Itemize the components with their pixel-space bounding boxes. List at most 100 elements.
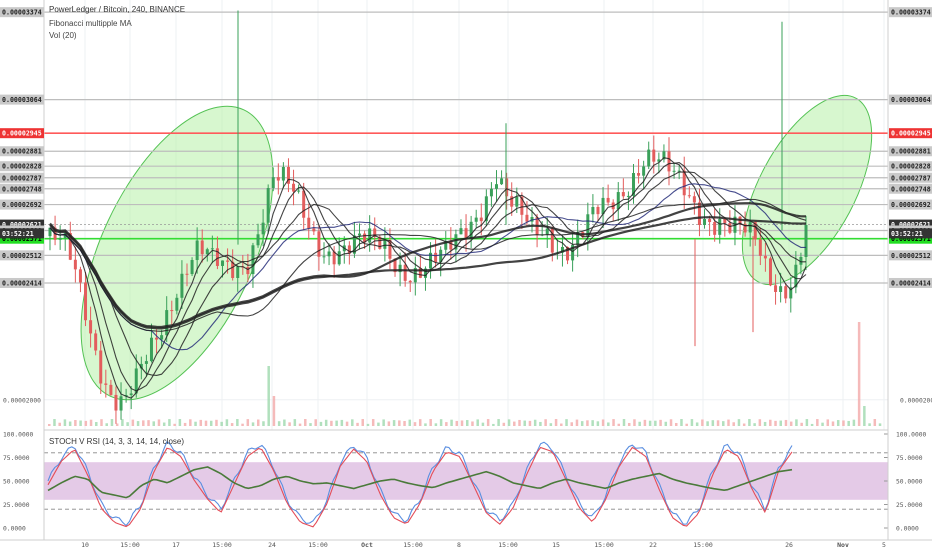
volume-bar (215, 419, 218, 426)
candle-body (246, 266, 250, 275)
right-price-tag-label: 0.00002881 (891, 148, 931, 156)
volume-bar (345, 421, 349, 426)
stoch-y-tick-label: 0.0000 (896, 526, 919, 533)
volume-bar (570, 422, 573, 426)
candle-body (743, 223, 747, 233)
candle-body (708, 219, 712, 223)
volume-bar (622, 419, 626, 426)
volume-bar (586, 420, 589, 426)
candle-body (68, 233, 72, 260)
chart-title: PowerLedger / Bitcoin, 240, BINANCE (49, 5, 186, 14)
volume-bar (230, 423, 234, 426)
volume-bar (486, 419, 490, 426)
volume-bar (810, 423, 814, 426)
volume-bar (492, 423, 495, 426)
candle-body (662, 151, 666, 160)
candle-body (124, 395, 128, 397)
candle-body (312, 228, 316, 232)
volume-bar (314, 419, 317, 426)
right-price-tag (889, 172, 932, 183)
volume-bar (659, 419, 662, 426)
volume-bar (580, 421, 584, 426)
left-price-tag-label: 0.00002692 (2, 201, 42, 209)
right-price-tag-label: 0.00002512 (891, 252, 931, 260)
candle-body (637, 173, 641, 176)
stoch-y-tick-label: 50.0000 (3, 479, 30, 486)
volume-bar (842, 420, 845, 426)
candle-body (63, 233, 67, 238)
moving-average-line (49, 202, 807, 329)
y-tick-label: 0.00002000 (900, 397, 932, 404)
volume-bar (251, 422, 255, 426)
volume-bar (758, 419, 762, 426)
left-price-tag-label: 0.00003374 (2, 9, 42, 17)
volume-bar (816, 419, 819, 426)
candle-body (459, 228, 463, 235)
candle-body (332, 251, 336, 265)
candle-body (408, 280, 412, 283)
candle-body (363, 233, 367, 243)
candle-body (439, 249, 443, 263)
moving-average-line (49, 216, 807, 330)
volume-bar (68, 421, 72, 426)
x-tick-label: 5 (882, 541, 886, 549)
candle-body (58, 237, 62, 240)
candle-body (571, 244, 575, 261)
stoch-k-line (47, 446, 793, 528)
volume-bar (690, 419, 694, 426)
left-countdown-price-tag-label: 03:52:21 (2, 230, 34, 238)
candle-body (758, 239, 762, 256)
volume-bar (612, 419, 615, 426)
candle-body (479, 217, 483, 222)
left-price-tag-label: 0.00002828 (2, 163, 42, 171)
indicator-label: Fibonacci multipple MA (49, 19, 132, 28)
candle-body (672, 170, 676, 172)
volume-bar (262, 421, 265, 426)
volume-bar (162, 422, 166, 426)
candle-body (190, 260, 194, 275)
candle-body (703, 219, 707, 225)
candle-body (89, 320, 93, 334)
volume-bar (607, 422, 610, 426)
left-price-tag (0, 250, 44, 261)
volume-bar (518, 419, 521, 426)
moving-average-line (49, 157, 807, 399)
volume-bar (596, 421, 600, 426)
right-price-tag (889, 161, 932, 172)
left-price-tag-label: 0.00002512 (2, 252, 42, 260)
volume-bar (664, 421, 668, 426)
stoch-y-tick-label: 50.0000 (896, 479, 923, 486)
volume-bar (204, 420, 208, 426)
candle-body (195, 240, 199, 261)
candle-body (774, 285, 778, 292)
candle-body (763, 255, 767, 259)
candle-body (596, 206, 600, 215)
right-price-tag (889, 250, 932, 261)
right-price-tag-label: 0.00002621 (891, 221, 931, 229)
volume-bar (732, 422, 735, 426)
volume-bar (340, 419, 344, 426)
candle-body (667, 151, 671, 172)
volume-bar (335, 420, 338, 426)
volume-bar (293, 419, 297, 426)
volume-bar (173, 423, 176, 426)
candle-body (657, 159, 661, 162)
volume-bar (722, 421, 725, 426)
x-tick-label: 15:00 (693, 541, 713, 549)
right-price-tag-label: 0.00002748 (891, 185, 931, 193)
candle-body (469, 221, 473, 239)
candle-body (489, 188, 493, 197)
volume-bars (48, 322, 882, 426)
volume-bar (878, 423, 882, 426)
candle-body (73, 259, 77, 270)
volume-bar (445, 422, 448, 426)
volume-bar (298, 423, 302, 426)
volume-bar (267, 366, 270, 426)
volume-bar (392, 420, 396, 426)
candle-body (474, 217, 478, 222)
candle-body (413, 268, 417, 283)
right-price-tag (889, 219, 932, 230)
x-tick-label: 15:00 (498, 541, 518, 549)
volume-bar (115, 423, 119, 426)
